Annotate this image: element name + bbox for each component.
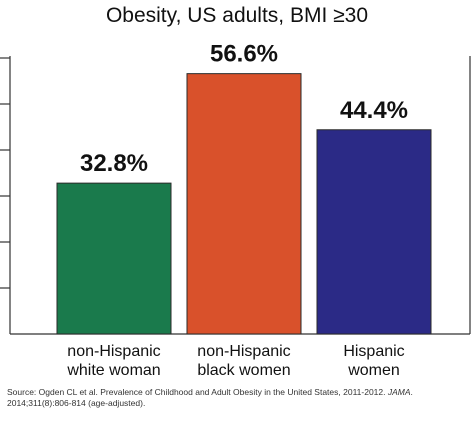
chart-title: Obesity, US adults, BMI ≥30 [106,4,368,27]
category-label-3-line-2: women [347,362,400,379]
category-label-1-line-1: non-Hispanic [67,343,160,360]
bar-1 [56,182,172,335]
category-label-1-line-2: white woman [66,362,160,379]
bar-3 [316,129,432,335]
category-label-3-line-1: Hispanic [343,343,404,360]
source-journal: JAMA [387,387,411,397]
source-suffix: . 2014;311(8):806-814 (age-adjusted). [7,387,413,408]
source-prefix: Source: Ogden CL et al. Prevalence of Ch… [7,387,388,397]
category-label-2-line-1: non-Hispanic [197,343,290,360]
source-citation: Source: Ogden CL et al. Prevalence of Ch… [7,387,467,409]
category-label-2-line-2: black women [197,362,290,379]
bar-value-label-1: 32.8% [80,150,148,177]
bar-value-label-3: 44.4% [340,97,408,124]
bar-value-label-2: 56.6% [210,41,278,68]
bar-2 [186,73,302,335]
